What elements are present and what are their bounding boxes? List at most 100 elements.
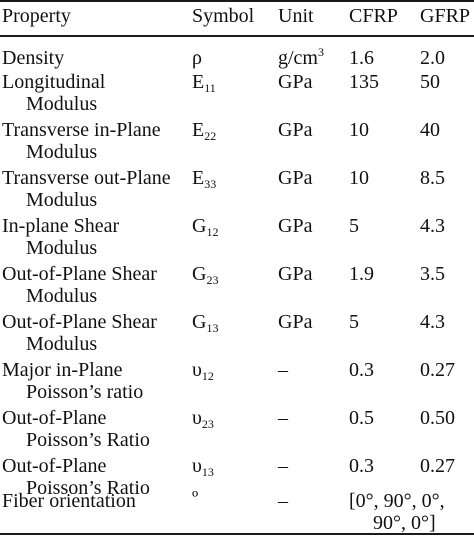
property-label: Density xyxy=(2,47,65,69)
symbol-subscript: 13 xyxy=(201,465,214,479)
symbol: E xyxy=(192,119,205,141)
row-transverse-in-plane-unit: GPa xyxy=(278,119,313,141)
row-density-symbol: ρ xyxy=(192,47,202,69)
row-out-of-plane-shear-13-gfrp: 4.3 xyxy=(420,311,445,333)
row-major-in-plane-poisson-property: Major in-Plane Poisson’s ratio xyxy=(2,359,143,403)
property-label-line1: Out-of-Plane Shear xyxy=(2,263,157,285)
row-out-of-plane-shear-23-gfrp: 3.5 xyxy=(420,263,445,285)
symbol: G xyxy=(192,215,207,237)
row-in-plane-shear-gfrp: 4.3 xyxy=(420,215,445,237)
row-out-of-plane-shear-23-unit: GPa xyxy=(278,263,313,285)
row-out-of-plane-poisson-23-property: Out-of-Plane Poisson’s Ratio xyxy=(2,407,150,451)
row-out-of-plane-shear-23-symbol: G23 xyxy=(192,263,218,286)
header-rule xyxy=(0,35,474,37)
row-density-property: Density xyxy=(2,47,64,69)
value-line2: 90°, 0°] xyxy=(373,512,436,534)
property-label-line1: In-plane Shear xyxy=(2,215,120,237)
row-density-unit: g/cm3 xyxy=(278,45,324,69)
row-longitudinal-modulus-cfrp: 135 xyxy=(349,71,379,93)
property-label-line1: Out-of-Plane xyxy=(2,407,107,429)
row-major-in-plane-poisson-gfrp: 0.27 xyxy=(420,359,455,381)
row-transverse-out-plane-unit: GPa xyxy=(278,167,313,189)
row-out-of-plane-poisson-13-unit: – xyxy=(278,455,288,477)
property-label-line2: Modulus xyxy=(26,237,98,259)
property-label-line2: Modulus xyxy=(26,93,98,115)
property-label-line2: Modulus xyxy=(26,189,98,211)
row-longitudinal-modulus-property: Longitudinal Modulus xyxy=(2,71,105,115)
symbol-subscript: 23 xyxy=(201,417,214,431)
property-label-line2: Poisson’s ratio xyxy=(26,381,144,403)
row-out-of-plane-shear-13-unit: GPa xyxy=(278,311,313,333)
symbol: υ xyxy=(192,359,202,381)
row-transverse-in-plane-cfrp: 10 xyxy=(349,119,369,141)
header-symbol: Symbol xyxy=(192,5,255,27)
symbol-subscript: 13 xyxy=(206,321,219,335)
row-transverse-in-plane-symbol: E22 xyxy=(192,119,216,142)
row-density-cfrp: 1.6 xyxy=(349,47,374,69)
header-property: Property xyxy=(2,5,71,27)
row-longitudinal-modulus-unit: GPa xyxy=(278,71,313,93)
row-major-in-plane-poisson-symbol: υ12 xyxy=(192,359,214,383)
row-out-of-plane-poisson-13-cfrp: 0.3 xyxy=(349,455,374,477)
row-in-plane-shear-cfrp: 5 xyxy=(349,215,359,237)
row-out-of-plane-shear-23-cfrp: 1.9 xyxy=(349,263,374,285)
row-transverse-out-plane-property: Transverse out-Plane Modulus xyxy=(2,167,171,211)
row-fiber-orientation-value: [0°, 90°, 0°, 90°, 0°] xyxy=(349,490,445,534)
property-label-line2: Modulus xyxy=(26,141,98,163)
property-label-line2: Modulus xyxy=(26,285,98,307)
row-out-of-plane-poisson-13-symbol: υ13 xyxy=(192,455,214,479)
row-transverse-in-plane-property: Transverse in-Plane Modulus xyxy=(2,119,161,163)
property-label-line1: Transverse out-Plane xyxy=(2,167,171,189)
row-fiber-orientation-property: Fiber orientation xyxy=(2,490,136,512)
property-label-line2: Poisson’s Ratio xyxy=(26,429,150,451)
row-in-plane-shear-property: In-plane Shear Modulus xyxy=(2,215,119,259)
property-label-line2: Modulus xyxy=(26,333,98,355)
row-out-of-plane-poisson-13-gfrp: 0.27 xyxy=(420,455,455,477)
symbol: G xyxy=(192,263,207,285)
symbol: ρ xyxy=(192,47,202,69)
row-major-in-plane-poisson-unit: – xyxy=(278,359,288,381)
row-out-of-plane-shear-13-property: Out-of-Plane Shear Modulus xyxy=(2,311,157,355)
row-longitudinal-modulus-symbol: E11 xyxy=(192,71,216,95)
row-out-of-plane-poisson-23-unit: – xyxy=(278,407,288,429)
symbol: G xyxy=(192,311,207,333)
symbol-subscript: 12 xyxy=(206,225,219,239)
symbol: υ xyxy=(192,407,202,429)
row-out-of-plane-shear-13-cfrp: 5 xyxy=(349,311,359,333)
row-out-of-plane-poisson-23-symbol: υ23 xyxy=(192,407,214,431)
row-density-gfrp: 2.0 xyxy=(420,47,445,69)
top-rule xyxy=(0,0,474,2)
property-label-line1: Out-of-Plane xyxy=(2,455,107,477)
symbol-subscript: 12 xyxy=(201,369,214,383)
symbol: υ xyxy=(192,455,202,477)
row-transverse-out-plane-gfrp: 8.5 xyxy=(420,167,445,189)
property-label-line2: Poisson’s Ratio xyxy=(26,477,150,499)
symbol-subscript: 11 xyxy=(204,81,216,95)
row-in-plane-shear-unit: GPa xyxy=(278,215,313,237)
row-transverse-out-plane-cfrp: 10 xyxy=(349,167,369,189)
symbol: E xyxy=(192,167,205,189)
row-out-of-plane-poisson-23-gfrp: 0.50 xyxy=(420,407,455,429)
symbol: E xyxy=(192,71,205,93)
bottom-rule xyxy=(0,533,474,535)
value-line1: [0°, 90°, 0°, xyxy=(349,490,445,512)
property-label-line1: Out-of-Plane Shear xyxy=(2,311,157,333)
row-fiber-orientation-symbol: º xyxy=(192,487,199,509)
header-unit: Unit xyxy=(278,5,314,27)
row-transverse-out-plane-symbol: E33 xyxy=(192,167,217,191)
unit-superscript: 3 xyxy=(318,45,324,59)
property-label-line1: Longitudinal xyxy=(2,71,106,93)
row-out-of-plane-poisson-23-cfrp: 0.5 xyxy=(349,407,374,429)
property-label-line1: Transverse in-Plane xyxy=(2,119,161,141)
row-out-of-plane-poisson-13-property: Out-of-Plane Poisson’s Ratio xyxy=(2,455,150,499)
row-out-of-plane-shear-23-property: Out-of-Plane Shear Modulus xyxy=(2,263,157,307)
property-label-line1: Major in-Plane xyxy=(2,359,123,381)
unit: g/cm xyxy=(278,47,318,69)
row-major-in-plane-poisson-cfrp: 0.3 xyxy=(349,359,374,381)
row-in-plane-shear-symbol: G12 xyxy=(192,215,219,239)
symbol-subscript: 33 xyxy=(204,177,217,191)
row-transverse-in-plane-gfrp: 40 xyxy=(420,119,440,141)
row-fiber-orientation-unit: – xyxy=(278,490,288,512)
row-out-of-plane-shear-13-symbol: G13 xyxy=(192,311,219,335)
